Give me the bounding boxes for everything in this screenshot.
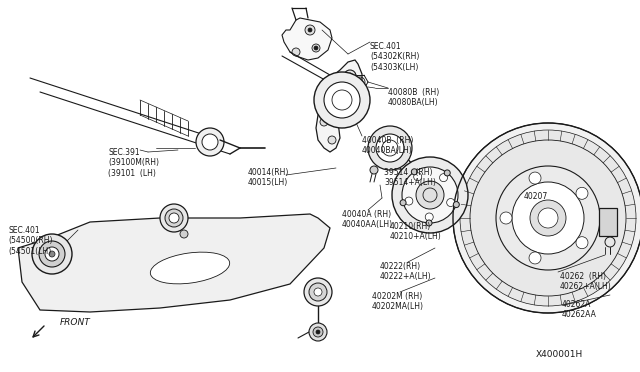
Circle shape [500,212,512,224]
Text: SEC.401
(54302K(RH)
(54303K(LH): SEC.401 (54302K(RH) (54303K(LH) [370,42,419,72]
Text: 40040A (RH)
40040AA(LH): 40040A (RH) 40040AA(LH) [342,210,393,230]
Circle shape [412,169,417,175]
Circle shape [328,136,336,144]
Circle shape [305,25,315,35]
Text: FRONT: FRONT [60,318,91,327]
Circle shape [392,157,468,233]
Circle shape [344,70,356,82]
Circle shape [358,80,362,84]
Polygon shape [316,100,340,152]
Circle shape [32,234,72,274]
Circle shape [165,209,183,227]
Circle shape [447,199,454,206]
Circle shape [440,174,447,182]
Circle shape [413,173,422,181]
FancyBboxPatch shape [599,208,617,236]
Circle shape [530,200,566,236]
Circle shape [453,123,640,313]
Circle shape [460,130,636,306]
Circle shape [39,241,65,267]
Text: 39514   (RH)
39514+A(LH): 39514 (RH) 39514+A(LH) [384,168,436,187]
Text: 40014(RH)
40015(LH): 40014(RH) 40015(LH) [248,168,289,187]
Circle shape [529,252,541,264]
Circle shape [160,204,188,232]
Text: 40262A
40262AA: 40262A 40262AA [562,300,597,320]
Polygon shape [18,214,330,312]
Circle shape [496,166,600,270]
Circle shape [444,170,450,176]
Circle shape [45,247,59,261]
Circle shape [370,166,378,174]
Circle shape [180,230,188,238]
Circle shape [368,126,412,170]
Circle shape [453,202,460,208]
Text: 40207: 40207 [524,192,548,201]
Circle shape [425,213,433,221]
Text: 40202M (RH)
40202MA(LH): 40202M (RH) 40202MA(LH) [372,292,424,311]
Polygon shape [282,18,332,60]
Circle shape [324,82,360,118]
Circle shape [314,46,318,50]
Circle shape [49,251,55,257]
Text: SEC.401
(54500(RH)
(54501(LH): SEC.401 (54500(RH) (54501(LH) [8,226,52,256]
Circle shape [400,200,406,206]
Circle shape [313,327,323,337]
Circle shape [314,288,322,296]
Circle shape [576,187,588,199]
Circle shape [538,208,558,228]
Circle shape [292,48,300,56]
Polygon shape [328,60,362,110]
Text: X400001H: X400001H [536,350,583,359]
Circle shape [169,213,179,223]
Text: 40262  (RH)
40262+A(LH): 40262 (RH) 40262+A(LH) [560,272,612,291]
Circle shape [416,181,444,209]
Circle shape [405,197,413,205]
Circle shape [316,330,320,334]
Circle shape [308,28,312,32]
Text: 40222(RH)
40222+A(LH): 40222(RH) 40222+A(LH) [380,262,431,281]
Circle shape [576,237,588,249]
Text: 40080B  (RH)
40080BA(LH): 40080B (RH) 40080BA(LH) [388,88,439,108]
Circle shape [309,323,327,341]
Text: 40040B  (RH)
40040BA(LH): 40040B (RH) 40040BA(LH) [362,136,413,155]
Circle shape [304,278,332,306]
Circle shape [196,128,224,156]
Circle shape [512,182,584,254]
Circle shape [426,220,432,226]
Circle shape [312,44,320,52]
Circle shape [376,134,404,162]
Circle shape [320,118,328,126]
Ellipse shape [150,252,230,284]
Circle shape [309,283,327,301]
Circle shape [202,134,218,150]
Circle shape [314,72,370,128]
Text: 40210(RH)
40210+A(LH): 40210(RH) 40210+A(LH) [390,222,442,241]
Circle shape [529,172,541,184]
Text: SEC.391
(39100M(RH)
(39101  (LH): SEC.391 (39100M(RH) (39101 (LH) [108,148,159,178]
Circle shape [402,167,458,223]
